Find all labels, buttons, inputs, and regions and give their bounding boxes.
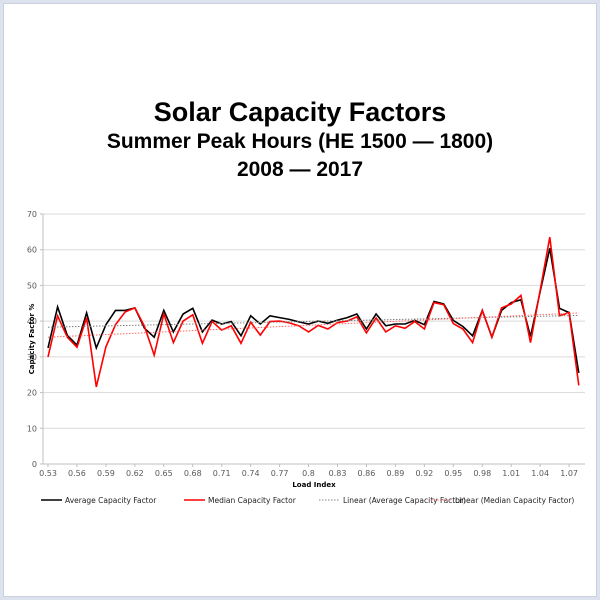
legend-label: Average Capacity Factor	[65, 496, 157, 505]
x-tick-label: 0.83	[329, 469, 347, 478]
legend-label: Linear (Average Capacity Factor)	[343, 496, 466, 505]
y-tick-label: 50	[27, 281, 37, 290]
y-tick-label: 20	[27, 389, 37, 398]
y-tick-label: 0	[32, 460, 37, 469]
x-axis-title: Load Index	[292, 481, 336, 489]
legend: Average Capacity Factor Median Capacity F…	[41, 496, 574, 505]
x-tick-label: 0.53	[39, 469, 57, 478]
x-tick-label: 1.01	[502, 469, 520, 478]
x-tick-label: 0.65	[155, 469, 173, 478]
y-tick-label: 70	[27, 210, 37, 219]
legend-item-linear-average-capacity-factor: Linear (Average Capacity Factor)	[319, 496, 466, 505]
legend-label: Linear (Median Capacity Factor)	[455, 496, 574, 505]
x-tick-label: 0.59	[97, 469, 115, 478]
x-tick-label: 0.77	[271, 469, 289, 478]
y-tick-label: 30	[27, 353, 37, 362]
x-tick-label: 0.8	[302, 469, 315, 478]
x-tick-label: 0.74	[242, 469, 260, 478]
gridlines	[43, 213, 585, 429]
legend-item-linear-median-capacity-factor: Linear (Median Capacity Factor)	[431, 496, 574, 505]
x-tick-label: 0.56	[68, 469, 86, 478]
legend-item-average-capacity-factor: Average Capacity Factor	[41, 496, 157, 505]
y-tick-label: 60	[27, 246, 37, 255]
x-tick-label: 0.62	[126, 469, 144, 478]
y-tick-label: 10	[27, 424, 37, 433]
x-tick-label: 1.04	[531, 469, 549, 478]
y-tick-label: 40	[27, 317, 37, 326]
x-tick-label: 0.92	[415, 469, 433, 478]
chart-title: Solar Capacity Factors	[153, 97, 447, 127]
x-axis-ticks: 0.53 0.56 0.59 0.62 0.65 0.68 0.71 0.74 0.77 0.8 0…	[39, 464, 578, 478]
chart-subtitle-line-2: 2008 — 2017	[236, 158, 364, 181]
legend-item-median-capacity-factor: Median Capacity Factor	[184, 496, 297, 505]
x-tick-label: 1.07	[560, 469, 578, 478]
legend-label: Median Capacity Factor	[208, 496, 297, 505]
chart-title-block: Solar Capacity Factors Summer Peak Hours…	[0, 96, 600, 184]
x-tick-label: 0.71	[213, 469, 231, 478]
trendline-linear-average-capacity-factor	[47, 314, 579, 328]
x-tick-label: 0.95	[444, 469, 462, 478]
y-axis-title: Capacity Factor %	[28, 304, 36, 375]
chart-subtitle-line-1: Summer Peak Hours (HE 1500 — 1800)	[106, 130, 494, 153]
x-tick-label: 0.98	[473, 469, 491, 478]
series-line-median-capacity-factor	[47, 237, 580, 388]
x-tick-label: 0.68	[184, 469, 202, 478]
chart-frame	[3, 3, 597, 597]
x-tick-label: 0.89	[386, 469, 404, 478]
x-tick-label: 0.86	[358, 469, 376, 478]
series-lines	[47, 237, 580, 388]
